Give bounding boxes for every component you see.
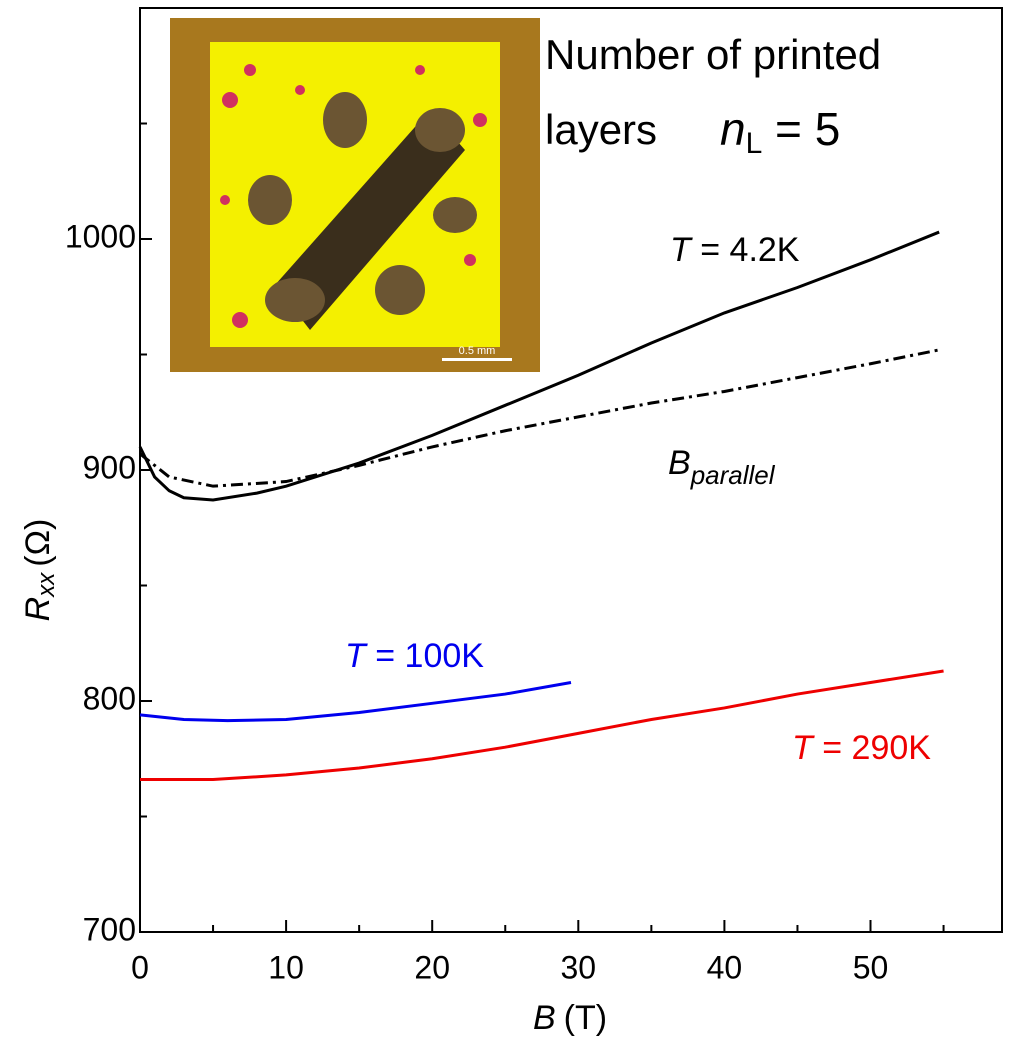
y-tick-label: 1000: [65, 218, 136, 254]
y-tick-label: 700: [83, 911, 136, 947]
x-tick-label: 10: [268, 949, 304, 985]
x-tick-label: 20: [414, 949, 450, 985]
x-tick-label: 0: [131, 949, 149, 985]
inset-photo: 0.5 mm: [170, 18, 540, 372]
series-label: T = 100K: [345, 637, 484, 675]
y-subscript: xx: [33, 572, 60, 598]
x-tick-label: 30: [561, 949, 597, 985]
y-tick-label: 900: [83, 449, 136, 485]
x-tick-label: 40: [707, 949, 743, 985]
inset-equation: nL = 5: [720, 103, 840, 160]
eq-text: = 5: [762, 103, 840, 155]
eq-symbol: n: [720, 103, 746, 155]
y-tick-label: 800: [83, 680, 136, 716]
x-axis-label: B(T): [533, 999, 607, 1037]
series-label: T = 4.2K: [670, 231, 800, 269]
y-unit: (Ω): [19, 519, 57, 567]
inset-text: Number of printed: [545, 31, 881, 78]
x-symbol: B: [533, 999, 556, 1037]
series-label-subscript: parallel: [690, 460, 776, 490]
eq-subscript: L: [746, 127, 763, 160]
series-label: T = 290K: [792, 729, 931, 767]
series-label-name: T = 4.2K: [670, 231, 800, 269]
x-tick-label: 50: [853, 949, 889, 985]
inset-text: layers: [545, 106, 657, 153]
x-unit: (T): [564, 999, 607, 1037]
series-label-name: B: [668, 444, 691, 482]
scale-label: 0.5 mm: [459, 345, 496, 357]
series-label-name: T = 100K: [345, 637, 484, 675]
chart: 0.5 mm Number of printed layers nL = 5 B…: [0, 0, 1011, 1045]
series-label-name: T = 290K: [792, 729, 931, 767]
y-symbol: R: [19, 597, 57, 622]
